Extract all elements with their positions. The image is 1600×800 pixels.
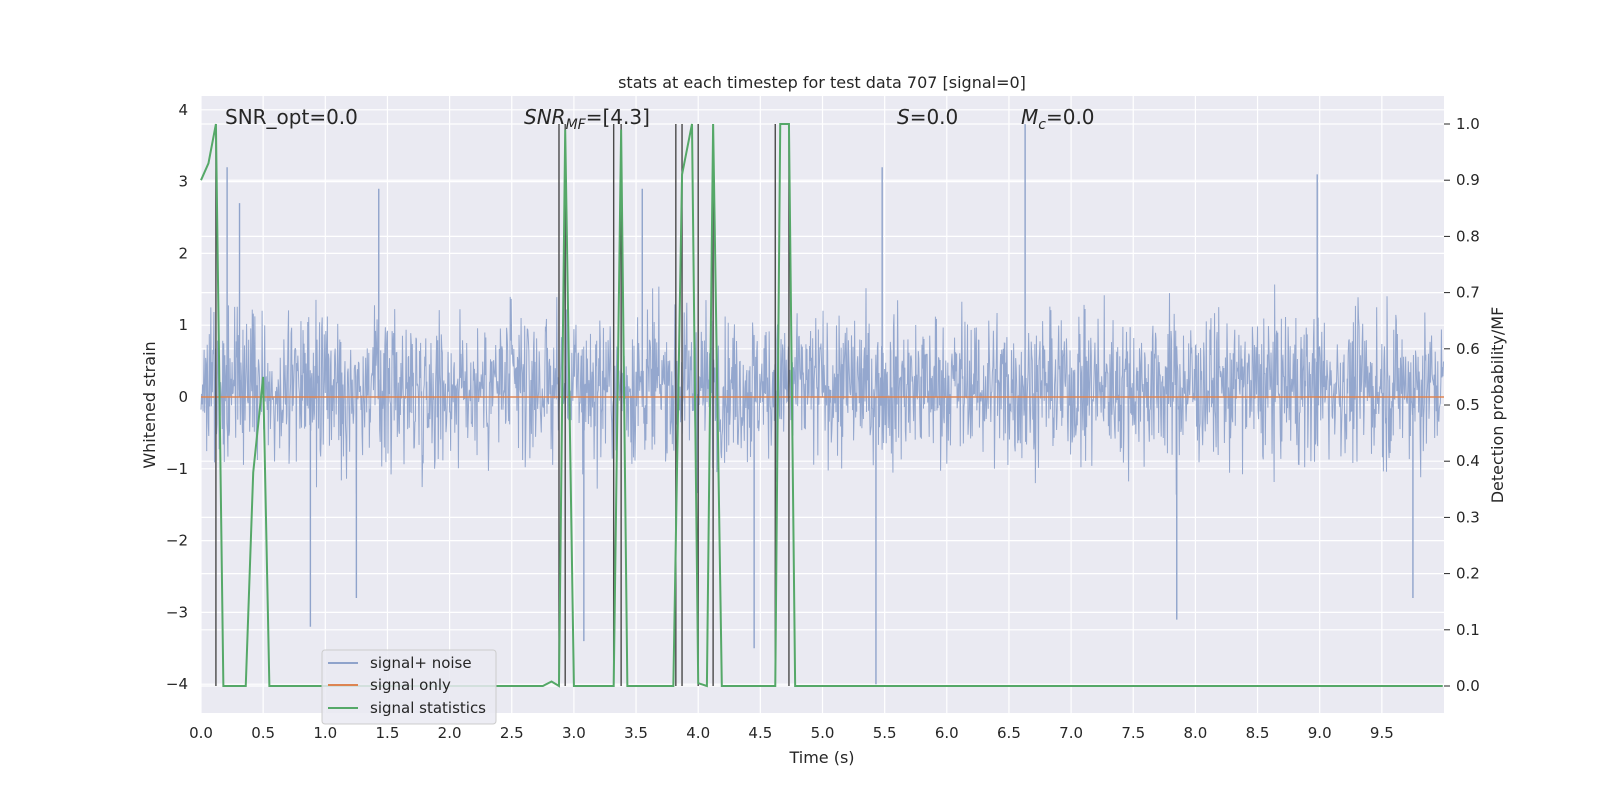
x-tick-label: 8.5	[1246, 724, 1270, 742]
x-tick-label: 4.0	[686, 724, 710, 742]
x-tick-label: 7.0	[1059, 724, 1083, 742]
y-tick-label-right: 0.9	[1456, 171, 1480, 189]
y-tick-label-right: 0.2	[1456, 565, 1480, 583]
x-tick-label: 7.5	[1121, 724, 1145, 742]
series-signal-statistics	[200, 123, 1443, 688]
x-tick-label: 4.5	[748, 724, 772, 742]
x-tick-label: 8.0	[1183, 724, 1207, 742]
annotation-snr-mf-base: SNR	[524, 105, 566, 129]
legend: signal+ noise signal only signal statist…	[321, 649, 497, 725]
y-tick-label-right: 0.6	[1456, 340, 1480, 358]
y-tick-label-left: 3	[178, 173, 188, 191]
annotation-mc-sub: c	[1038, 117, 1046, 133]
annotation-snr-opt: SNR_opt=0.0	[225, 105, 358, 129]
annotation-mc-value: =0.0	[1046, 105, 1095, 129]
x-tick-label: 3.0	[562, 724, 586, 742]
x-tick-label: 2.5	[500, 724, 524, 742]
y-tick-label-right: 0.5	[1456, 396, 1480, 414]
y-tick-label-right: 0.8	[1456, 227, 1480, 245]
y-tick-label-left: 1	[178, 316, 188, 334]
x-tick-label: 0.0	[189, 724, 213, 742]
annotation-s: S=0.0	[897, 105, 958, 129]
y-tick-label-left: −1	[166, 460, 188, 478]
noise-line	[200, 284, 1444, 495]
y-axis-label-right: Detection probability/MF	[1488, 307, 1507, 504]
legend-label-statistics: signal statistics	[370, 699, 486, 717]
legend-box	[321, 649, 497, 725]
x-tick-label: 9.5	[1370, 724, 1394, 742]
x-tick-label: 3.5	[624, 724, 648, 742]
statistics-line	[200, 123, 1443, 688]
y-tick-label-right: 0.7	[1456, 284, 1480, 302]
y-tick-label-right: 1.0	[1456, 115, 1480, 133]
y-tick-label-left: −4	[166, 675, 188, 693]
annotation-mc-label: M	[1021, 105, 1038, 129]
y-tick-label-right: 0.4	[1456, 452, 1480, 470]
y-ticks-right: 1.0 0.9 0.8 0.7 0.6 0.5 0.4 0.3 0.2 0.1 0.0	[1444, 115, 1480, 695]
x-tick-label: 0.5	[251, 724, 275, 742]
x-tick-label: 6.0	[935, 724, 959, 742]
x-axis-label: Time (s)	[788, 748, 854, 767]
chart-title: stats at each timestep for test data 707…	[618, 73, 1026, 92]
y-tick-label-left: −3	[166, 603, 188, 621]
y-tick-label-right: 0.0	[1456, 677, 1480, 695]
x-tick-label: 2.0	[438, 724, 462, 742]
x-tick-label: 5.5	[873, 724, 897, 742]
y-tick-label-left: 4	[178, 101, 188, 119]
x-tick-label: 9.0	[1308, 724, 1332, 742]
y-tick-label-left: 2	[178, 244, 188, 262]
x-tick-label: 1.0	[313, 724, 337, 742]
annotation-s-value: =0.0	[910, 105, 959, 129]
y-tick-label-left: 0	[178, 388, 188, 406]
annotation-s-label: S	[897, 105, 910, 129]
y-tick-label-right: 0.3	[1456, 508, 1480, 526]
y-axis-label-left: Whitened strain	[140, 341, 159, 468]
x-tick-label: 1.5	[376, 724, 400, 742]
annotation-snr-mf: SNRMF=[4.3]	[524, 105, 650, 133]
legend-label-signal-only: signal only	[370, 676, 451, 694]
y-ticks-left: 4 3 2 1 0 −1 −2 −3 −4	[166, 101, 188, 693]
x-ticks: 0.0 0.5 1.0 1.5 2.0 2.5 3.0 3.5 4.0 4.5 5.0 5.5 6.0 6…	[189, 724, 1394, 742]
legend-label-noise: signal+ noise	[370, 654, 472, 672]
y-tick-label-left: −2	[166, 532, 188, 550]
annotation-snr-mf-value: =[4.3]	[586, 105, 650, 129]
y-tick-label-right: 0.1	[1456, 621, 1480, 639]
series-signal-noise	[200, 124, 1444, 685]
annotation-mc: Mc=0.0	[1021, 105, 1095, 133]
annotation-snr-mf-sub: MF	[566, 117, 587, 133]
x-tick-label: 5.0	[811, 724, 835, 742]
x-tick-label: 6.5	[997, 724, 1021, 742]
